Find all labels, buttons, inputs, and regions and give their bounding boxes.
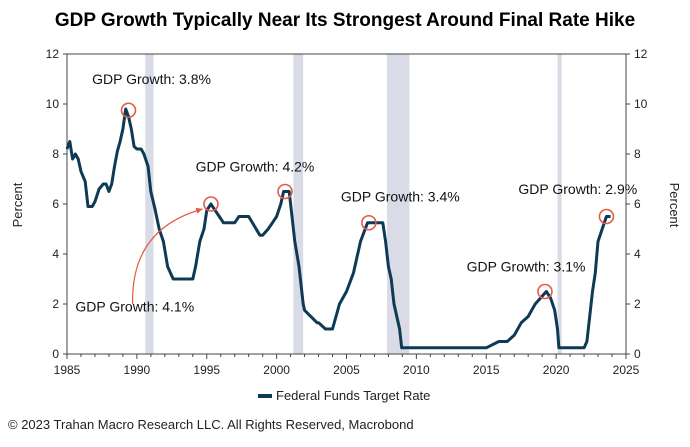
x-tick-label: 2010 xyxy=(403,363,430,377)
final-hike-marker xyxy=(361,214,377,231)
x-tick-label: 2020 xyxy=(543,363,570,377)
x-tick-label: 2025 xyxy=(613,363,640,377)
gdp-annotation: GDP Growth: 4.2% xyxy=(196,159,315,175)
y-axis-label-right: Percent xyxy=(667,183,682,228)
axes: 0 0 2 2 4 4 6 6 8 8 10 10 12 12 1985 1990 1995 2000 2005 20… xyxy=(46,47,648,377)
y-tick-label-right: 2 xyxy=(634,297,641,311)
chart: 0 0 2 2 4 4 6 6 8 8 10 10 12 12 1985 1990 1995 2000 2005 20… xyxy=(10,47,682,403)
y-tick-label: 4 xyxy=(52,247,59,261)
recession-band xyxy=(557,54,562,354)
final-hike-marker xyxy=(537,283,553,300)
legend: Federal Funds Target Rate xyxy=(258,388,430,403)
annotations: GDP Growth: 3.8% GDP Growth: 4.2% GDP Grow… xyxy=(75,71,637,315)
series-line xyxy=(65,107,611,350)
y-axis-label-left: Percent xyxy=(10,182,25,227)
y-tick-label-right: 6 xyxy=(634,197,641,211)
annotation-arrow xyxy=(132,208,203,305)
x-tick-label: 1985 xyxy=(54,363,81,377)
series xyxy=(65,107,611,350)
x-tick-label: 1995 xyxy=(193,363,220,377)
markers xyxy=(120,102,615,300)
y-tick-label: 8 xyxy=(52,147,59,161)
final-hike-marker xyxy=(598,208,615,225)
gdp-annotation: GDP Growth: 3.1% xyxy=(467,259,586,275)
y-tick-label-right: 8 xyxy=(634,147,641,161)
y-tick-label-right: 0 xyxy=(634,347,641,361)
x-tick-label: 2015 xyxy=(473,363,500,377)
gdp-annotation: GDP Growth: 4.1% xyxy=(75,299,194,315)
y-tick-label: 2 xyxy=(52,297,59,311)
gdp-annotation: GDP Growth: 3.8% xyxy=(92,71,211,87)
gdp-annotation: GDP Growth: 3.4% xyxy=(341,189,460,205)
y-tick-label: 0 xyxy=(52,347,59,361)
legend-label: Federal Funds Target Rate xyxy=(276,388,430,403)
y-tick-label: 12 xyxy=(46,47,60,61)
final-hike-marker xyxy=(120,102,137,119)
y-tick-label: 10 xyxy=(46,97,60,111)
y-tick-label: 6 xyxy=(52,197,59,211)
annotation-arrowhead xyxy=(195,207,203,214)
x-tick-label: 2005 xyxy=(333,363,360,377)
x-tick-label: 2000 xyxy=(263,363,290,377)
y-tick-label-right: 10 xyxy=(634,97,648,111)
x-tick-label: 1990 xyxy=(124,363,151,377)
chart-title: GDP Growth Typically Near Its Strongest … xyxy=(54,10,636,31)
final-hike-marker xyxy=(277,183,293,200)
y-tick-label-right: 12 xyxy=(634,47,648,61)
y-tick-label-right: 4 xyxy=(634,247,641,261)
final-hike-marker xyxy=(203,196,219,212)
copyright-footer: © 2023 Trahan Macro Research LLC. All Ri… xyxy=(8,417,414,432)
gdp-annotation: GDP Growth: 2.9% xyxy=(518,181,637,197)
recession-band xyxy=(293,54,304,354)
recession-band xyxy=(145,54,154,354)
